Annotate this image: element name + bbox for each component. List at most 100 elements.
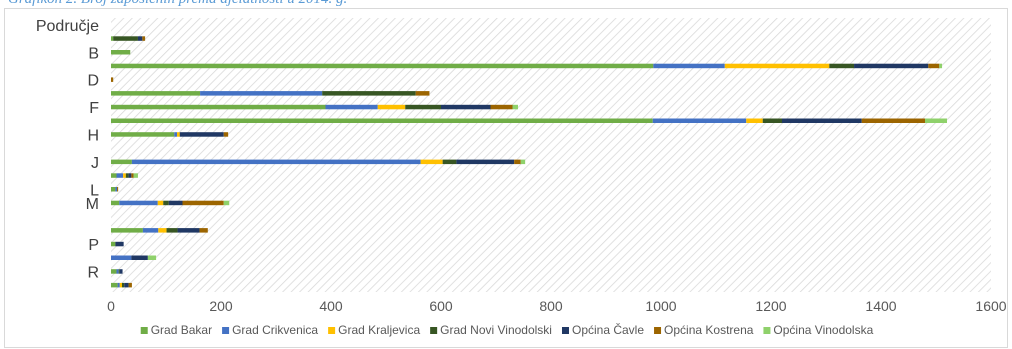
x-tick-label: 1200 bbox=[755, 298, 786, 314]
bar-segment-O-4 bbox=[177, 228, 200, 233]
bar-group bbox=[111, 36, 947, 288]
x-tick-label: 600 bbox=[429, 298, 453, 314]
category-label: P bbox=[88, 237, 99, 254]
bar-segment-H-2 bbox=[177, 132, 180, 137]
legend-item: Općina Kostrena bbox=[654, 323, 754, 337]
bar-segment-G-4 bbox=[782, 118, 862, 123]
legend-item: Grad Crikvenica bbox=[222, 323, 318, 337]
legend-swatch bbox=[430, 327, 438, 334]
x-tick-label: 800 bbox=[539, 298, 563, 314]
bar-segment-E-5 bbox=[415, 91, 430, 96]
bar-segment-C-2 bbox=[724, 63, 830, 69]
bar-segment-A-0 bbox=[111, 36, 114, 41]
bar-segment-G-5 bbox=[861, 118, 925, 123]
x-tick-label: 400 bbox=[319, 298, 343, 314]
bar-segment-L-5 bbox=[117, 187, 119, 192]
category-label: L bbox=[90, 182, 99, 199]
x-tick-label: 200 bbox=[209, 298, 233, 314]
legend-label: Općina Čavle bbox=[572, 322, 644, 337]
bar-segment-J-6 bbox=[520, 159, 526, 165]
category-label: M bbox=[86, 196, 99, 213]
legend-label: Grad Bakar bbox=[151, 323, 212, 337]
legend-item: Općina Čavle bbox=[561, 322, 644, 337]
legend-label: Općina Kostrena bbox=[664, 323, 754, 337]
bar-segment-R-1 bbox=[116, 269, 119, 274]
bar-segment-C-0 bbox=[111, 63, 654, 69]
bar-segment-S-4 bbox=[124, 282, 129, 288]
x-tick-label: 1600 bbox=[975, 298, 1006, 314]
bar-segment-A-4 bbox=[137, 36, 143, 41]
bar-segment-G-2 bbox=[746, 118, 763, 123]
bar-segment-F-3 bbox=[405, 104, 441, 110]
bar-segment-E-0 bbox=[111, 91, 201, 96]
category-label: D bbox=[87, 73, 99, 90]
bar-segment-H-5 bbox=[223, 132, 229, 137]
bar-segment-J-5 bbox=[514, 159, 521, 165]
bar-segment-Q-1 bbox=[111, 255, 132, 260]
bar-segment-R-3 bbox=[118, 269, 120, 274]
bar-segment-Q-4 bbox=[131, 255, 148, 260]
bar-segment-F-6 bbox=[512, 104, 518, 110]
bar-segment-G-0 bbox=[111, 118, 653, 123]
category-label: B bbox=[88, 45, 99, 62]
bar-segment-C-1 bbox=[653, 63, 725, 69]
bar-segment-S-0 bbox=[111, 282, 118, 288]
bar-segment-K-2 bbox=[123, 173, 126, 178]
bar-segment-J-2 bbox=[420, 159, 443, 165]
bar-segment-L-1 bbox=[115, 187, 118, 192]
legend-label: Općina Vinodolska bbox=[773, 323, 873, 337]
bar-segment-J-3 bbox=[442, 159, 457, 165]
bar-segment-S-5 bbox=[128, 282, 132, 288]
bar-segment-C-5 bbox=[928, 63, 940, 69]
legend-swatch bbox=[561, 327, 569, 334]
bar-segment-S-3 bbox=[122, 282, 125, 288]
x-tick-label: 1000 bbox=[645, 298, 676, 314]
bar-segment-C-6 bbox=[939, 63, 943, 69]
legend-swatch bbox=[763, 327, 771, 334]
bar-segment-J-1 bbox=[131, 159, 421, 165]
bar-segment-S-2 bbox=[119, 282, 122, 288]
legend-label: Grad Novi Vinodolski bbox=[440, 323, 552, 337]
bar-segment-O-0 bbox=[111, 228, 143, 233]
legend-item: Općina Vinodolska bbox=[763, 323, 874, 337]
chart-caption: Grafikon 2. Broj zaposlenih prema djelat… bbox=[8, 0, 347, 8]
bar-segment-O-2 bbox=[158, 228, 167, 233]
bar-segment-M-3 bbox=[163, 200, 169, 206]
bar-segment-E-3 bbox=[322, 91, 416, 96]
bar-segment-C-3 bbox=[829, 63, 855, 69]
bar-segment-L-0 bbox=[111, 187, 116, 192]
bar-segment-B-0 bbox=[111, 50, 131, 55]
category-label: Područje bbox=[36, 18, 99, 35]
bar-segment-P-0 bbox=[111, 241, 116, 247]
bar-segment-K-1 bbox=[116, 173, 124, 178]
category-label: J bbox=[91, 155, 99, 172]
bar-segment-O-3 bbox=[166, 228, 178, 233]
bar-segment-H-1 bbox=[174, 132, 177, 137]
bar-segment-M-5 bbox=[182, 200, 224, 206]
legend-swatch bbox=[222, 327, 230, 334]
x-tick-labels: 0 200 400 600 800 1000 1200 1400 1600 bbox=[107, 298, 1007, 314]
bar-segment-E-1 bbox=[200, 91, 323, 96]
bar-segment-F-1 bbox=[325, 104, 378, 110]
bar-segment-K-4 bbox=[128, 173, 132, 178]
bar-segment-D-5 bbox=[111, 77, 114, 82]
bar-segment-K-6 bbox=[133, 173, 138, 178]
bar-segment-M-0 bbox=[111, 200, 120, 206]
x-tick-label: 0 bbox=[107, 298, 115, 314]
legend-item: Grad Kraljevica bbox=[328, 323, 420, 337]
bar-segment-K-3 bbox=[125, 173, 129, 178]
bar-segment-M-4 bbox=[168, 200, 183, 206]
bar-segment-F-2 bbox=[377, 104, 406, 110]
bar-segment-J-4 bbox=[456, 159, 515, 165]
bar-segment-F-5 bbox=[490, 104, 513, 110]
legend: Grad Bakar Grad Crikvenica Grad Kraljevica… bbox=[140, 322, 874, 337]
category-label: H bbox=[87, 127, 99, 144]
bar-segment-M-2 bbox=[157, 200, 164, 206]
x-tick-label: 1400 bbox=[865, 298, 896, 314]
bar-segment-S-1 bbox=[117, 282, 120, 288]
bar-segment-F-0 bbox=[111, 104, 326, 110]
bar-segment-A-5 bbox=[142, 36, 146, 41]
legend-label: Grad Kraljevica bbox=[338, 323, 420, 337]
bar-segment-G-6 bbox=[925, 118, 947, 123]
